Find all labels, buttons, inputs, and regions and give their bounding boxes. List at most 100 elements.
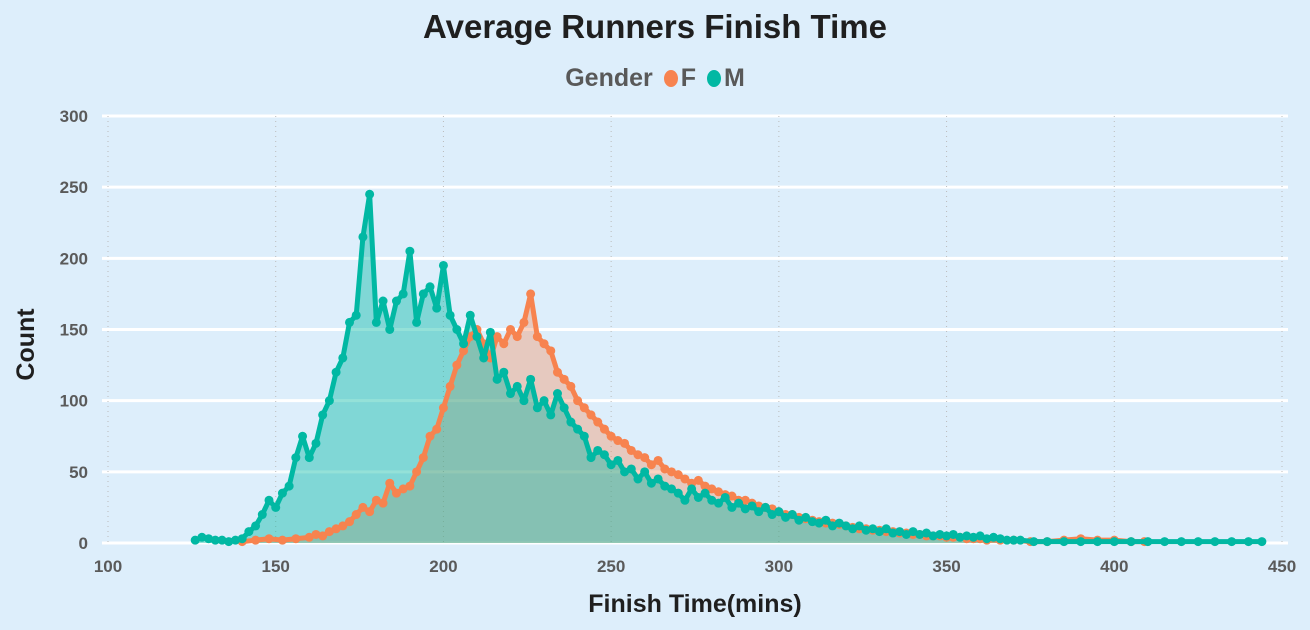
point-m	[747, 501, 757, 511]
x-tick-label: 150	[262, 557, 290, 576]
point-m	[854, 521, 864, 531]
point-f	[391, 488, 401, 498]
y-tick-label: 300	[60, 107, 88, 126]
point-m	[506, 389, 516, 399]
point-f	[418, 453, 428, 463]
point-m	[405, 246, 415, 256]
point-m	[244, 527, 254, 537]
area-f	[242, 293, 1145, 543]
point-m	[1029, 537, 1039, 547]
point-m	[371, 317, 381, 327]
y-tick-label: 0	[79, 534, 88, 553]
point-f	[653, 455, 663, 465]
legend-label-m[interactable]: M	[723, 64, 745, 92]
point-m	[499, 367, 509, 377]
point-f	[680, 474, 690, 484]
legend: Gender F M	[0, 64, 1310, 93]
point-m	[821, 515, 831, 525]
point-m	[700, 488, 710, 498]
point-m	[633, 474, 643, 484]
point-m	[237, 534, 247, 544]
point-m	[680, 495, 690, 505]
x-tick-label: 100	[94, 557, 122, 576]
point-f	[599, 424, 609, 434]
point-f	[251, 535, 261, 545]
point-m	[304, 453, 314, 463]
point-m	[774, 507, 784, 517]
x-tick-label: 350	[932, 557, 960, 576]
legend-label-f[interactable]: F	[680, 64, 696, 92]
point-f	[358, 502, 368, 512]
point-m	[204, 534, 214, 544]
y-tick-label: 100	[60, 392, 88, 411]
point-m	[1176, 537, 1186, 547]
x-tick-label: 400	[1100, 557, 1128, 576]
point-m	[532, 403, 542, 413]
point-m	[760, 502, 770, 512]
point-f	[519, 317, 529, 327]
point-f	[539, 339, 549, 349]
legend-marker-m	[706, 70, 721, 87]
point-f	[459, 346, 469, 356]
point-m	[452, 325, 462, 334]
point-f	[378, 498, 388, 508]
point-m	[385, 325, 395, 334]
point-f	[579, 403, 589, 413]
point-m	[277, 488, 287, 498]
point-m	[351, 310, 361, 320]
point-m	[519, 396, 529, 406]
point-f	[385, 478, 395, 488]
point-m	[1109, 537, 1119, 547]
point-f	[499, 339, 509, 349]
point-m	[1093, 537, 1103, 547]
point-m	[1257, 537, 1267, 547]
point-f	[526, 289, 536, 299]
point-m	[291, 453, 301, 463]
point-m	[472, 332, 482, 342]
point-m	[646, 478, 656, 488]
point-m	[1015, 535, 1025, 545]
point-f	[351, 510, 361, 520]
point-f	[277, 535, 287, 545]
point-m	[546, 410, 556, 420]
point-m	[1076, 537, 1086, 547]
point-m	[968, 532, 978, 542]
point-m	[358, 232, 368, 242]
point-m	[412, 317, 422, 327]
point-m	[653, 474, 663, 484]
point-m	[928, 531, 938, 541]
point-m	[1243, 537, 1253, 547]
point-f	[291, 534, 301, 544]
point-f	[506, 325, 516, 334]
point-f	[546, 346, 556, 356]
point-m	[955, 532, 965, 542]
point-m	[331, 367, 341, 377]
point-f	[425, 431, 435, 441]
point-m	[365, 189, 375, 199]
point-m	[995, 534, 1005, 544]
point-f	[412, 467, 422, 477]
point-m	[210, 535, 220, 545]
point-f	[646, 460, 656, 470]
point-m	[197, 532, 207, 542]
x-tick-label: 250	[597, 557, 625, 576]
x-tick-label: 450	[1268, 557, 1296, 576]
x-axis-label: Finish Time(mins)	[588, 590, 801, 618]
point-m	[1009, 535, 1019, 545]
point-f	[492, 332, 502, 342]
point-m	[1042, 537, 1052, 547]
point-m	[593, 445, 603, 455]
point-m	[338, 353, 348, 363]
point-m	[398, 289, 408, 299]
point-f	[620, 438, 630, 448]
point-m	[754, 507, 764, 517]
point-m	[1126, 537, 1136, 547]
point-m	[311, 438, 321, 448]
point-m	[687, 484, 697, 494]
point-m	[935, 529, 945, 539]
x-tick-label: 200	[429, 557, 457, 576]
point-f	[626, 445, 636, 455]
point-m	[512, 381, 522, 391]
point-f	[693, 475, 703, 485]
